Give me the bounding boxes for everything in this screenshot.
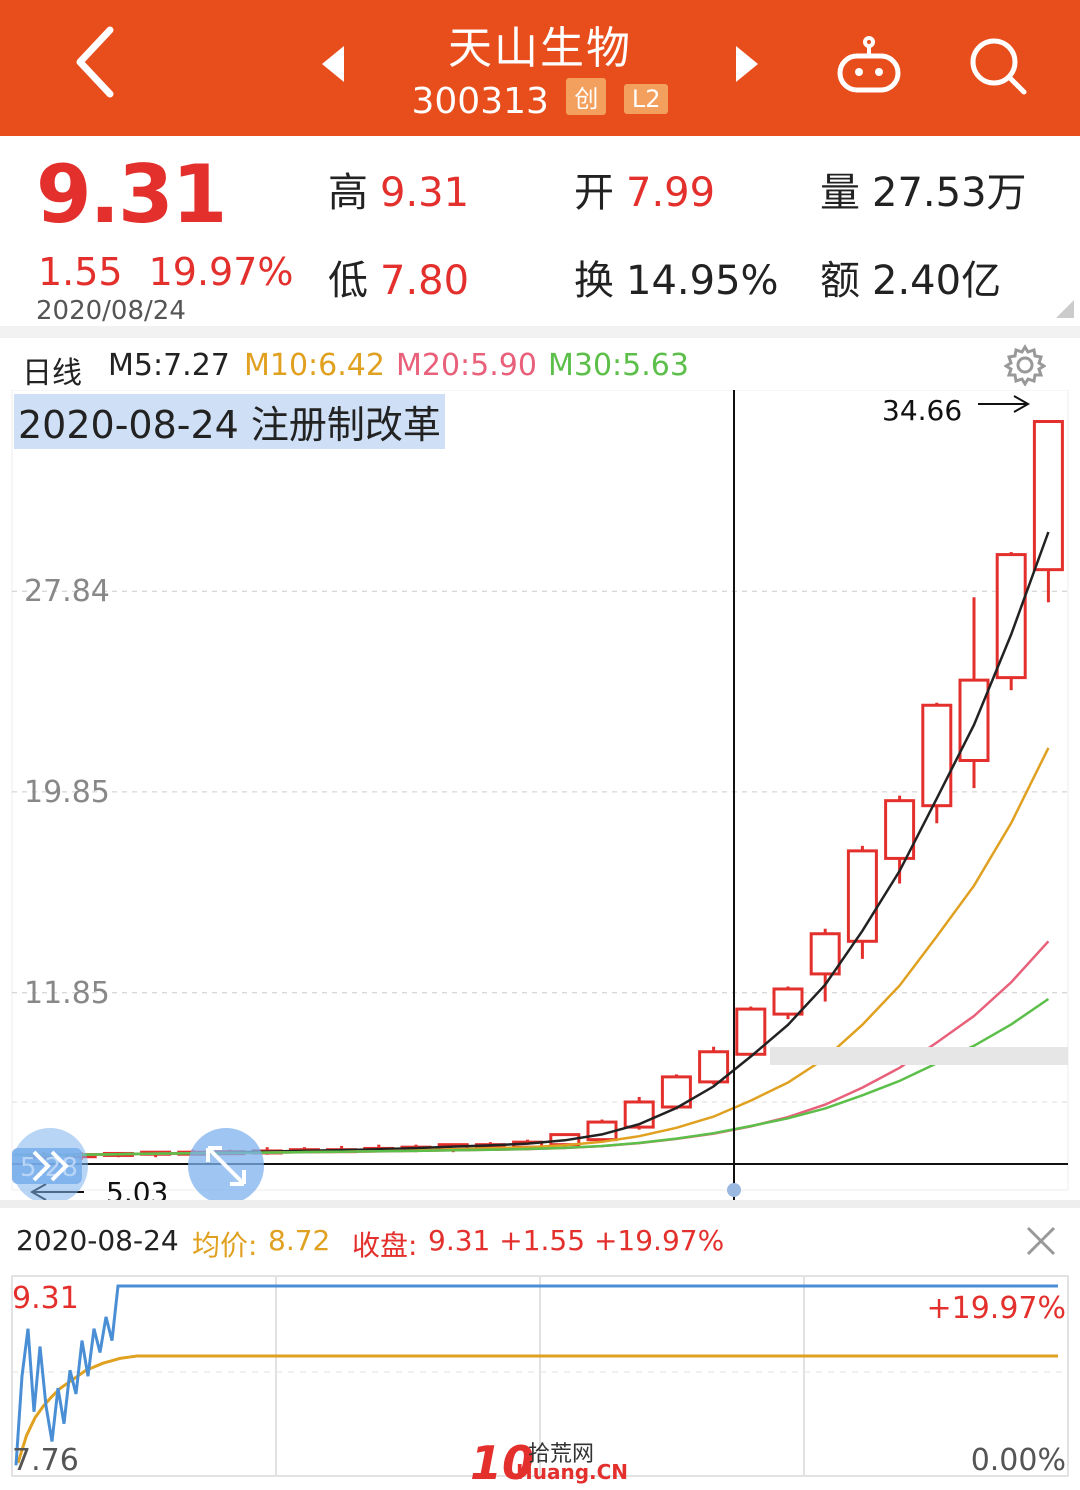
price-change-row: 1.55 19.97% bbox=[38, 250, 320, 294]
y-top-label: 9.31 bbox=[12, 1281, 79, 1316]
chart-frame bbox=[11, 390, 1069, 1191]
open-value: 7.99 bbox=[626, 170, 716, 216]
amount-item: 额 2.40亿 bbox=[820, 248, 1001, 306]
price-change: 1.55 bbox=[38, 250, 123, 294]
watermark-logo: 10 拾荒网 Huang.CN bbox=[470, 1436, 628, 1490]
expand-icon bbox=[206, 1146, 246, 1186]
price-line bbox=[14, 1284, 1058, 1466]
close-icon[interactable] bbox=[1024, 1224, 1058, 1258]
min-price-label: 5.03 bbox=[106, 1176, 168, 1200]
price-band bbox=[770, 1047, 1068, 1065]
volume-label: 量 bbox=[820, 170, 860, 216]
y-tick-label: 11.85 bbox=[24, 976, 110, 1011]
board-badge: 创 bbox=[566, 78, 607, 115]
price-change-pct: 19.97% bbox=[148, 250, 294, 294]
search-icon[interactable] bbox=[968, 36, 1028, 96]
quote-date: 2020/08/24 bbox=[36, 296, 186, 326]
volume-value: 27.53万 bbox=[872, 170, 1027, 216]
candle-body bbox=[698, 1050, 730, 1084]
amount-label: 额 bbox=[820, 258, 860, 304]
open-label: 开 bbox=[574, 170, 614, 216]
watermark-number: 10 bbox=[470, 1436, 535, 1490]
high-item: 高 9.31 bbox=[328, 160, 469, 218]
next-stock-icon[interactable] bbox=[732, 44, 762, 84]
ma30-value: M30:5.63 bbox=[548, 348, 689, 383]
candle-body bbox=[1032, 420, 1064, 572]
low-value: 7.80 bbox=[380, 258, 470, 304]
candle-body bbox=[772, 987, 804, 1016]
fast-forward-icon bbox=[32, 1150, 69, 1182]
low-item: 低 7.80 bbox=[328, 248, 469, 306]
high-label: 高 bbox=[328, 170, 368, 216]
period-tab[interactable]: 日线 bbox=[22, 356, 82, 391]
avg-price-line bbox=[16, 1354, 1058, 1464]
stock-name: 天山生物 bbox=[448, 23, 632, 74]
fast-forward-button bbox=[12, 1128, 88, 1200]
crosshair-handle bbox=[727, 1183, 741, 1197]
candle-body bbox=[921, 703, 953, 808]
ma10-value: M10:6.42 bbox=[244, 348, 385, 383]
watermark-domain: Huang.CN bbox=[516, 1460, 629, 1484]
level2-badge: L2 bbox=[623, 84, 669, 114]
pct-bottom-label: 0.00% bbox=[971, 1443, 1066, 1478]
chart-annotation: 2020-08-24 注册制改革 bbox=[14, 394, 445, 449]
open-item: 开 7.99 bbox=[574, 160, 715, 218]
candle-body bbox=[846, 849, 878, 943]
stock-code: 300313 bbox=[411, 81, 549, 122]
turnover-item: 换 14.95% bbox=[574, 248, 779, 306]
ma-legend-row: 日线 M5:7.27 M10:6.42 M20:5.90 M30:5.63 bbox=[0, 344, 1080, 391]
low-label: 低 bbox=[328, 258, 368, 304]
info-date: 2020-08-24 bbox=[16, 1224, 179, 1257]
turnover-label: 换 bbox=[574, 258, 614, 304]
candle-body bbox=[884, 799, 916, 860]
pct-top-label: +19.97% bbox=[926, 1291, 1066, 1326]
close-value: 9.31 +1.55 +19.97% bbox=[428, 1224, 725, 1257]
mini-divider bbox=[0, 1200, 1080, 1208]
prev-stock-icon[interactable] bbox=[318, 44, 348, 84]
last-price: 9.31 bbox=[36, 148, 227, 241]
robot-icon[interactable] bbox=[836, 36, 902, 96]
ma30-line bbox=[14, 997, 1050, 1156]
crosshair-info-row: 2020-08-24 均价: 8.72 收盘: 9.31 +1.55 +19.9… bbox=[0, 1214, 1080, 1270]
avg-price-value: 8.72 bbox=[268, 1224, 331, 1257]
amount-value: 2.40亿 bbox=[872, 258, 1002, 304]
turnover-value: 14.95% bbox=[626, 258, 779, 304]
y-bottom-label: 7.76 bbox=[12, 1443, 79, 1478]
candle-body bbox=[809, 932, 841, 976]
volume-item: 量 27.53万 bbox=[820, 160, 1027, 218]
y-tick-label: 27.84 bbox=[24, 574, 110, 609]
avg-price-label: 均价: bbox=[192, 1229, 258, 1262]
max-arrow-icon bbox=[978, 395, 1031, 413]
back-icon[interactable] bbox=[70, 22, 130, 102]
candle-body bbox=[735, 1007, 767, 1056]
high-value: 9.31 bbox=[380, 170, 470, 216]
expand-corner-icon[interactable] bbox=[1056, 300, 1074, 318]
watermark-name: 拾荒网 bbox=[528, 1442, 595, 1467]
ma20-value: M20:5.90 bbox=[396, 348, 537, 383]
gear-icon[interactable] bbox=[1004, 344, 1046, 386]
stock-code-row: 300313 创 L2 bbox=[0, 78, 1080, 122]
ma5-value: M5:7.27 bbox=[108, 348, 230, 383]
max-price-label: 34.66 bbox=[882, 394, 962, 427]
header-bar: 天山生物 300313 创 L2 bbox=[0, 0, 1080, 136]
close-label: 收盘: bbox=[352, 1229, 418, 1262]
section-divider bbox=[0, 326, 1080, 338]
y-tick-label: 19.85 bbox=[24, 775, 110, 810]
candle-body bbox=[623, 1100, 655, 1129]
intraday-chart[interactable]: 9.31 7.76 +19.97% 0.00% bbox=[0, 1272, 1080, 1482]
candle-body bbox=[958, 678, 990, 762]
